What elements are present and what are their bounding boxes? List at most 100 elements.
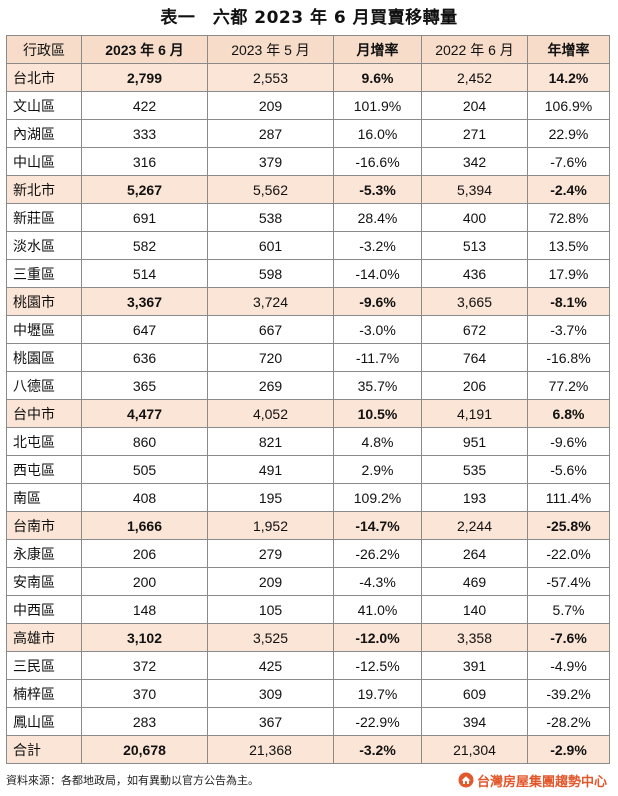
cell-jun-2023: 283 [81,707,208,736]
cell-yoy: -57.4% [527,567,610,596]
cell-may-2023: 269 [207,371,334,400]
table-row: 淡水區 582 601 -3.2% 513 13.5% [6,231,610,260]
cell-may-2023: 3,724 [207,287,334,316]
cell-jun-2022: 193 [421,483,528,512]
cell-jun-2022: 140 [421,595,528,624]
cell-district: 北屯區 [6,427,82,456]
table-row: 桃園區 636 720 -11.7% 764 -16.8% [6,343,610,372]
cell-may-2023: 667 [207,315,334,344]
cell-jun-2023: 2,799 [81,63,208,92]
cell-jun-2023: 505 [81,455,208,484]
cell-jun-2022: 271 [421,119,528,148]
cell-yoy: -2.4% [527,175,610,204]
table-row: 鳳山區 283 367 -22.9% 394 -28.2% [6,707,610,736]
cell-mom: -5.3% [333,175,422,204]
table-row: 南區 408 195 109.2% 193 111.4% [6,483,610,512]
cell-district: 新北市 [6,175,82,204]
cell-mom: 19.7% [333,679,422,708]
cell-district: 三重區 [6,259,82,288]
cell-district: 台南市 [6,511,82,540]
cell-mom: 9.6% [333,63,422,92]
cell-mom: -14.7% [333,511,422,540]
cell-mom: 28.4% [333,203,422,232]
cell-may-2023: 195 [207,483,334,512]
table-row: 內湖區 333 287 16.0% 271 22.9% [6,119,610,148]
cell-may-2023: 21,368 [207,735,334,764]
cell-jun-2023: 20,678 [81,735,208,764]
cell-mom: 10.5% [333,399,422,428]
cell-may-2023: 5,562 [207,175,334,204]
cell-jun-2023: 206 [81,539,208,568]
cell-jun-2022: 3,358 [421,623,528,652]
city-row: 台中市 4,477 4,052 10.5% 4,191 6.8% [6,399,610,428]
cell-district: 三民區 [6,651,82,680]
city-row: 高雄市 3,102 3,525 -12.0% 3,358 -7.6% [6,623,610,652]
cell-district: 新莊區 [6,203,82,232]
cell-yoy: -7.6% [527,147,610,176]
cell-may-2023: 491 [207,455,334,484]
cell-district: 中西區 [6,595,82,624]
header-row: 行政區 2023 年 6 月 2023 年 5 月 月增率 2022 年 6 月… [6,35,610,64]
cell-mom: -12.0% [333,623,422,652]
cell-district: 內湖區 [6,119,82,148]
total-row: 合計 20,678 21,368 -3.2% 21,304 -2.9% [6,735,610,764]
cell-district: 合計 [6,735,82,764]
cell-district: 中壢區 [6,315,82,344]
cell-may-2023: 601 [207,231,334,260]
cell-jun-2022: 5,394 [421,175,528,204]
table-row: 八德區 365 269 35.7% 206 77.2% [6,371,610,400]
cell-district: 楠梓區 [6,679,82,708]
city-row: 新北市 5,267 5,562 -5.3% 5,394 -2.4% [6,175,610,204]
cell-may-2023: 209 [207,567,334,596]
brand-name: 台灣房屋集團趨勢中心 [476,774,607,790]
cell-may-2023: 598 [207,259,334,288]
cell-may-2023: 2,553 [207,63,334,92]
cell-yoy: -7.6% [527,623,610,652]
cell-mom: -12.5% [333,651,422,680]
cell-jun-2023: 636 [81,343,208,372]
cell-jun-2023: 422 [81,91,208,120]
cell-district: 南區 [6,483,82,512]
table-title: 表一 六都 2023 年 6 月買賣移轉量 [160,8,458,28]
header-district: 行政區 [6,35,82,64]
cell-jun-2022: 206 [421,371,528,400]
table-row: 中西區 148 105 41.0% 140 5.7% [6,595,610,624]
city-row: 桃園市 3,367 3,724 -9.6% 3,665 -8.1% [6,287,610,316]
cell-may-2023: 105 [207,595,334,624]
cell-yoy: -22.0% [527,539,610,568]
header-yoy: 年增率 [527,35,610,64]
cell-jun-2023: 148 [81,595,208,624]
cell-yoy: 77.2% [527,371,610,400]
cell-yoy: 22.9% [527,119,610,148]
cell-may-2023: 821 [207,427,334,456]
cell-mom: -26.2% [333,539,422,568]
cell-jun-2022: 342 [421,147,528,176]
cell-mom: -4.3% [333,567,422,596]
cell-jun-2022: 4,191 [421,399,528,428]
transfer-volume-table: 行政區 2023 年 6 月 2023 年 5 月 月增率 2022 年 6 月… [6,35,610,764]
cell-jun-2022: 400 [421,203,528,232]
cell-jun-2022: 609 [421,679,528,708]
header-2023-jun: 2023 年 6 月 [81,35,208,64]
cell-yoy: -4.9% [527,651,610,680]
cell-district: 鳳山區 [6,707,82,736]
cell-jun-2023: 408 [81,483,208,512]
cell-mom: 16.0% [333,119,422,148]
cell-jun-2022: 264 [421,539,528,568]
cell-jun-2023: 316 [81,147,208,176]
city-row: 台南市 1,666 1,952 -14.7% 2,244 -25.8% [6,511,610,540]
table-row: 楠梓區 370 309 19.7% 609 -39.2% [6,679,610,708]
cell-mom: -22.9% [333,707,422,736]
cell-mom: 101.9% [333,91,422,120]
cell-may-2023: 367 [207,707,334,736]
cell-district: 桃園市 [6,287,82,316]
cell-district: 安南區 [6,567,82,596]
cell-mom: 2.9% [333,455,422,484]
header-2023-may: 2023 年 5 月 [207,35,334,64]
cell-mom: -9.6% [333,287,422,316]
cell-jun-2022: 2,452 [421,63,528,92]
cell-jun-2023: 3,367 [81,287,208,316]
cell-mom: -3.2% [333,231,422,260]
cell-jun-2023: 5,267 [81,175,208,204]
